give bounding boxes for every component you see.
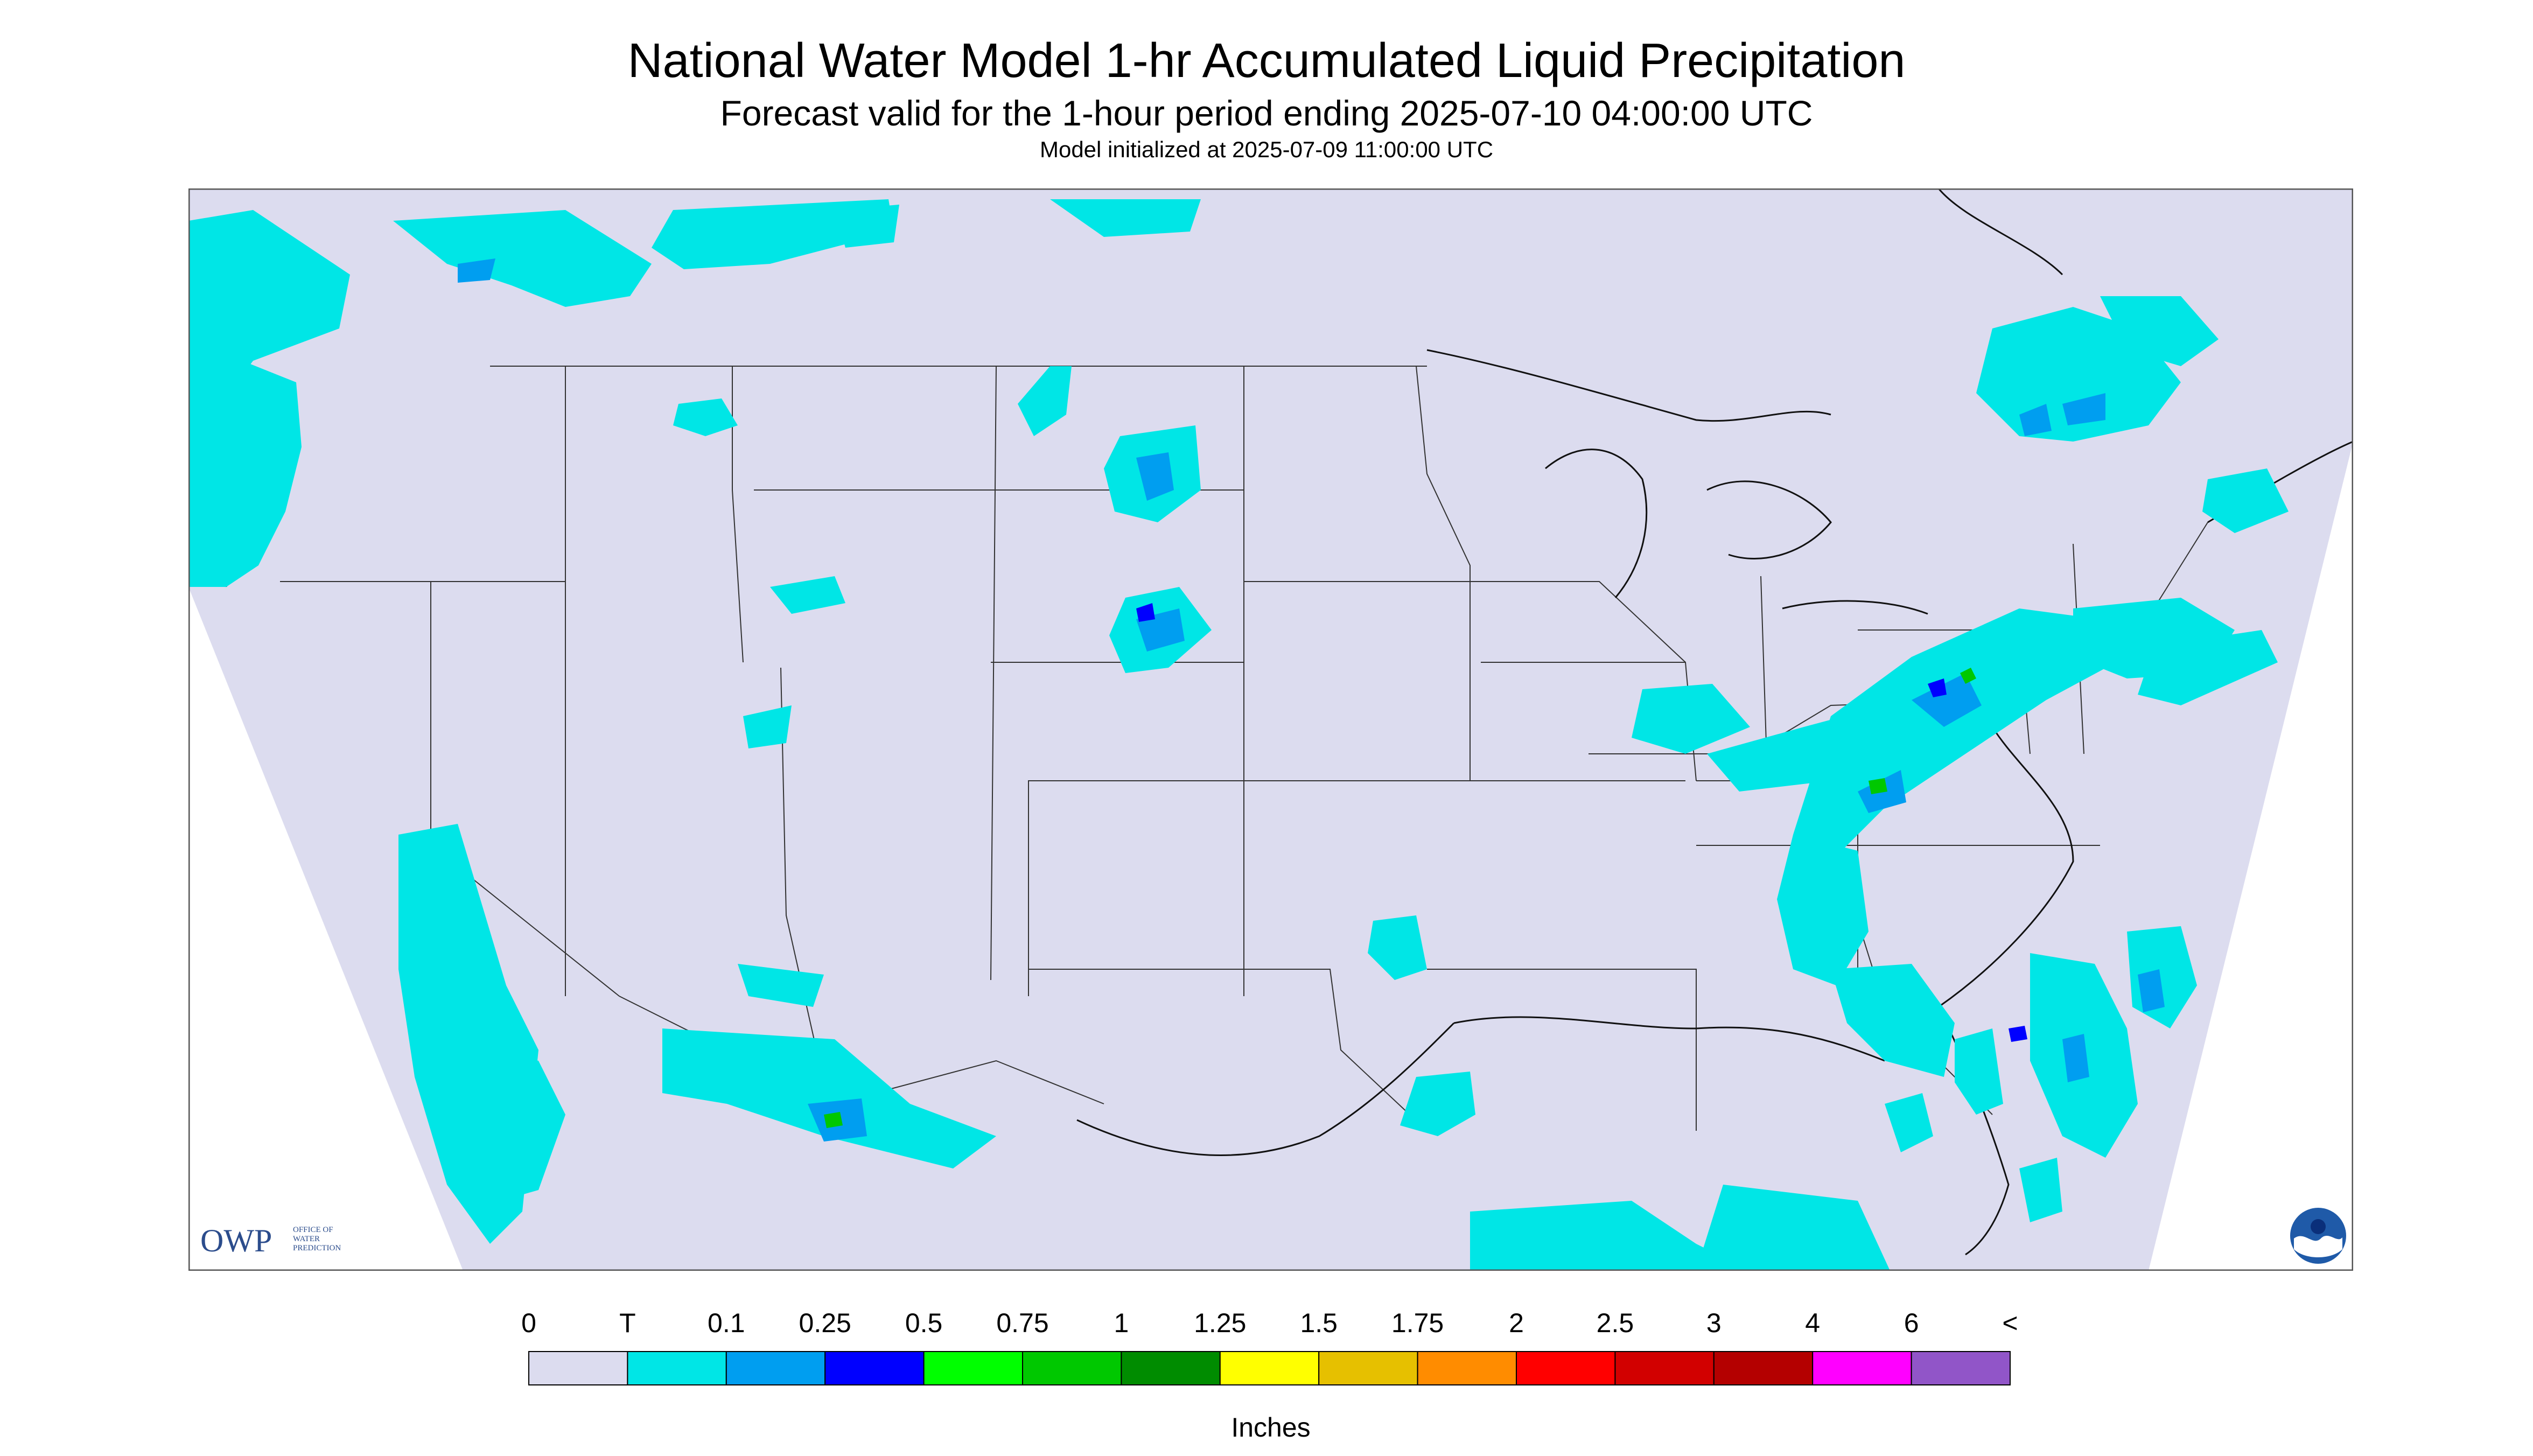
- legend-tick-label: 1.5: [1300, 1308, 1338, 1338]
- precip-heavy: [824, 603, 2027, 1128]
- legend-tick-label: 6: [1904, 1308, 1919, 1338]
- legend-tick-label: 2.5: [1597, 1308, 1634, 1338]
- legend-tick-label: 0.5: [905, 1308, 943, 1338]
- legend-tick-label: 0.75: [996, 1308, 1048, 1338]
- legend-swatch: [1219, 1351, 1320, 1385]
- map-subtitle: Forecast valid for the 1-hour period end…: [720, 93, 1813, 133]
- owp-logo-text: OWP: [200, 1223, 272, 1258]
- legend-tick-label: 1.25: [1194, 1308, 1246, 1338]
- legend-swatch: [1614, 1351, 1715, 1385]
- model-init-text: Model initialized at 2025-07-09 11:00:00…: [1039, 137, 1494, 162]
- precipitation-map: [188, 188, 2353, 1271]
- legend-tick-label: 0.25: [799, 1308, 851, 1338]
- precip-trace: [188, 199, 2289, 1271]
- noaa-logo: [2290, 1208, 2346, 1264]
- precip-light-blue: [458, 258, 2165, 1142]
- legend-swatch: [1812, 1351, 1912, 1385]
- legend-tick-label: <: [2002, 1308, 2018, 1338]
- legend-swatch: [725, 1351, 826, 1385]
- legend-labels: 0 T 0.1 0.25 0.5 0.75 1 1.25 1.5 1.75 2 2.5 3 4 6 <: [521, 1308, 2018, 1338]
- legend-tick-label: 4: [1805, 1308, 1820, 1338]
- legend-swatch: [1713, 1351, 1814, 1385]
- legend-unit-label: Inches: [1231, 1412, 1310, 1443]
- legend-tick-label: 0: [521, 1308, 536, 1338]
- map-border: [188, 188, 2353, 1271]
- legend-swatch: [1516, 1351, 1616, 1385]
- legend-swatch: [1318, 1351, 1418, 1385]
- legend-swatch: [923, 1351, 1023, 1385]
- legend-tick-label: 1.75: [1391, 1308, 1444, 1338]
- map-title: National Water Model 1-hr Accumulated Li…: [627, 34, 1906, 88]
- legend-swatch: [1022, 1351, 1122, 1385]
- legend-swatch: [1911, 1351, 2011, 1385]
- legend-tick-label: 2: [1509, 1308, 1524, 1338]
- legend-swatch: [627, 1351, 727, 1385]
- legend-swatch: [1121, 1351, 1221, 1385]
- legend-swatch: [528, 1351, 628, 1385]
- model-domain: [188, 188, 2353, 1271]
- owp-logo-subtext: OFFICE OF WATER PREDICTION: [293, 1226, 341, 1252]
- legend-tick-label: 3: [1706, 1308, 1722, 1338]
- legend-swatch: [1417, 1351, 1517, 1385]
- legend-color-bar: [528, 1351, 2011, 1385]
- legend-tick-label: 1: [1114, 1308, 1129, 1338]
- legend-tick-label: 0.1: [708, 1308, 745, 1338]
- owp-logo: OWP OFFICE OF WATER PREDICTION: [200, 1222, 341, 1259]
- legend-tick-label: T: [619, 1308, 636, 1338]
- legend-swatch: [824, 1351, 925, 1385]
